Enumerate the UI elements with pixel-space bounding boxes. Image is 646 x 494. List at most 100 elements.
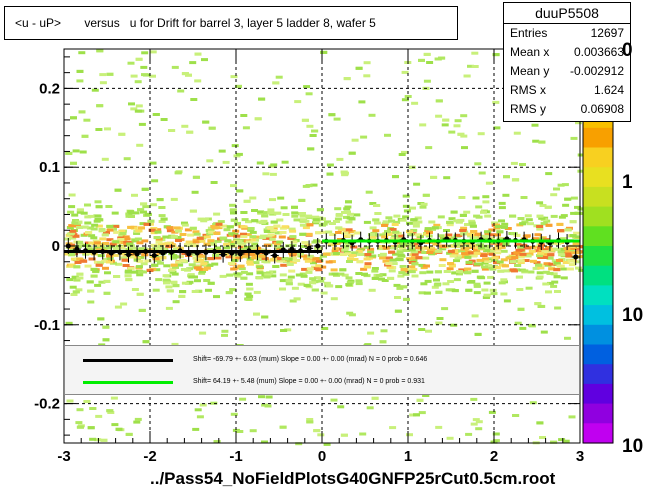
hist-cell bbox=[363, 74, 371, 78]
hist-cell bbox=[447, 262, 455, 266]
hist-cell bbox=[496, 242, 504, 246]
hist-cell bbox=[403, 209, 411, 213]
hist-cell bbox=[413, 182, 421, 186]
hist-cell bbox=[87, 289, 95, 293]
hist-cell bbox=[445, 288, 453, 292]
hist-cell bbox=[309, 277, 317, 281]
hist-cell bbox=[112, 247, 120, 250]
hist-cell bbox=[355, 272, 363, 275]
hist-cell bbox=[475, 205, 483, 209]
hist-cell bbox=[514, 264, 522, 267]
hist-cell bbox=[478, 246, 485, 250]
hist-cell bbox=[489, 288, 497, 292]
hist-cell bbox=[270, 258, 278, 262]
hist-cell bbox=[309, 134, 317, 137]
hist-cell bbox=[120, 240, 128, 244]
hist-cell bbox=[135, 57, 143, 61]
hist-cell bbox=[236, 189, 244, 193]
hist-cell bbox=[422, 264, 430, 268]
hist-cell bbox=[263, 230, 271, 233]
hist-cell bbox=[435, 114, 443, 118]
hist-cell bbox=[539, 204, 547, 207]
hist-cell bbox=[547, 281, 554, 285]
hist-cell bbox=[113, 275, 121, 278]
hist-cell bbox=[280, 263, 288, 267]
hist-cell bbox=[218, 149, 226, 153]
hist-cell bbox=[78, 110, 86, 114]
hist-cell bbox=[418, 411, 426, 415]
hist-cell bbox=[240, 270, 248, 274]
hist-cell bbox=[135, 265, 143, 269]
hist-cell bbox=[357, 252, 365, 256]
hist-cell bbox=[65, 321, 73, 325]
hist-cell bbox=[219, 236, 227, 240]
hist-cell bbox=[231, 144, 239, 148]
hist-cell bbox=[423, 52, 431, 56]
hist-cell bbox=[223, 242, 231, 246]
hist-cell bbox=[83, 118, 91, 122]
stats-label: Mean x bbox=[510, 45, 550, 59]
hist-cell bbox=[181, 124, 189, 128]
hist-cell bbox=[548, 262, 556, 266]
hist-cell bbox=[392, 252, 399, 256]
hist-cell bbox=[184, 243, 192, 247]
hist-cell bbox=[336, 157, 344, 161]
hist-cell bbox=[498, 219, 505, 223]
hist-cell bbox=[437, 234, 445, 238]
hist-cell bbox=[66, 399, 74, 403]
hist-cell bbox=[415, 246, 423, 250]
hist-cell bbox=[146, 268, 154, 272]
hist-cell bbox=[420, 202, 428, 206]
hist-cell bbox=[526, 252, 534, 256]
hist-cell bbox=[353, 213, 361, 217]
hist-cell bbox=[570, 196, 578, 200]
hist-cell bbox=[348, 217, 356, 221]
hist-cell bbox=[396, 286, 404, 290]
hist-cell bbox=[111, 253, 119, 257]
hist-cell bbox=[75, 421, 83, 425]
hist-cell bbox=[400, 268, 408, 272]
hist-cell bbox=[403, 297, 410, 301]
hist-cell bbox=[113, 230, 121, 234]
hist-cell bbox=[315, 259, 323, 263]
hist-cell bbox=[194, 279, 201, 283]
hist-cell bbox=[135, 229, 143, 233]
hist-cell bbox=[481, 265, 489, 269]
hist-cell bbox=[121, 258, 129, 262]
hist-cell bbox=[95, 128, 103, 131]
hist-cell bbox=[385, 216, 393, 220]
hist-cell bbox=[467, 251, 475, 255]
hist-cell bbox=[396, 250, 404, 254]
hist-cell bbox=[102, 338, 110, 342]
hist-cell bbox=[538, 216, 546, 220]
hist-cell bbox=[439, 247, 447, 251]
hist-cell bbox=[191, 290, 199, 293]
hist-cell bbox=[345, 220, 353, 224]
hist-cell bbox=[244, 233, 252, 237]
hist-cell bbox=[134, 109, 142, 113]
hist-cell bbox=[329, 233, 337, 236]
hist-cell bbox=[439, 258, 447, 262]
hist-cell bbox=[572, 242, 580, 245]
hist-cell bbox=[267, 211, 275, 215]
hist-cell bbox=[97, 317, 105, 321]
hist-cell bbox=[570, 136, 578, 140]
hist-cell bbox=[141, 239, 149, 243]
hist-cell bbox=[181, 72, 189, 76]
hist-cell bbox=[155, 240, 163, 244]
hist-cell bbox=[363, 257, 371, 261]
hist-cell bbox=[118, 245, 126, 249]
hist-cell bbox=[550, 193, 558, 197]
hist-cell bbox=[409, 413, 417, 417]
hist-cell bbox=[138, 308, 146, 312]
hist-cell bbox=[556, 264, 564, 268]
x-tick-label: -1 bbox=[229, 448, 242, 465]
hist-cell bbox=[484, 214, 492, 218]
hist-cell bbox=[446, 220, 454, 224]
hist-cell bbox=[416, 398, 424, 402]
hist-cell bbox=[179, 259, 187, 262]
hist-cell bbox=[410, 250, 418, 254]
hist-cell bbox=[414, 216, 422, 220]
hist-cell bbox=[200, 219, 208, 223]
hist-cell bbox=[424, 279, 432, 283]
